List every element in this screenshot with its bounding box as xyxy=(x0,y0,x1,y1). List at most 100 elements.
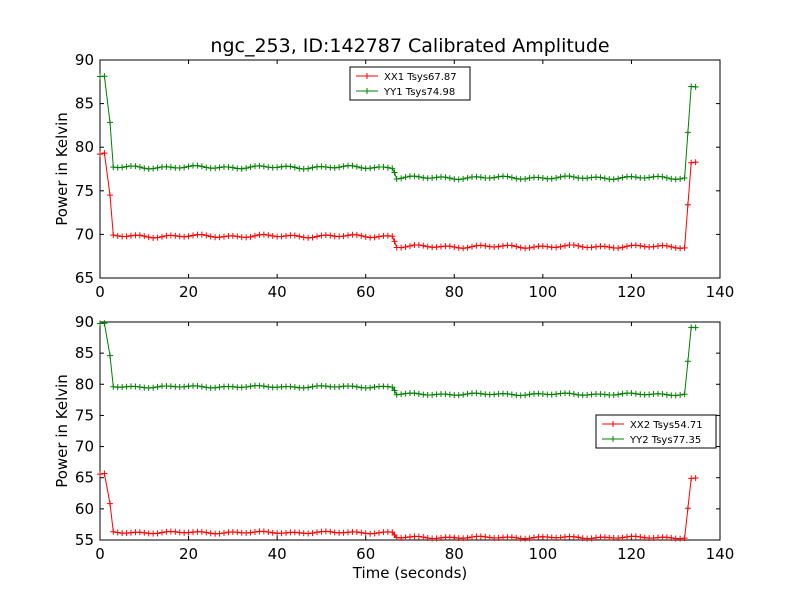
data-point xyxy=(681,391,688,398)
data-point xyxy=(526,175,533,182)
data-point xyxy=(229,164,236,171)
data-point xyxy=(243,234,250,241)
data-point xyxy=(97,151,103,158)
data-point xyxy=(446,243,453,250)
data-point xyxy=(296,529,303,536)
data-point xyxy=(615,175,622,182)
x-tick-label: 140 xyxy=(706,545,735,563)
data-point xyxy=(106,500,113,507)
data-point xyxy=(628,390,635,397)
y-tick-label: 80 xyxy=(75,138,94,156)
data-point xyxy=(433,244,440,251)
data-point xyxy=(624,243,630,250)
x-tick-label: 120 xyxy=(617,283,646,301)
data-point xyxy=(659,173,666,180)
data-point xyxy=(106,192,113,199)
data-point xyxy=(531,244,537,251)
data-point xyxy=(340,163,347,170)
data-point xyxy=(469,534,475,541)
data-point xyxy=(185,163,192,170)
data-point xyxy=(460,391,467,398)
x-tick-label: 60 xyxy=(356,283,375,301)
data-point xyxy=(260,231,267,238)
data-point xyxy=(305,165,312,172)
data-point xyxy=(256,382,263,389)
data-point xyxy=(424,243,431,250)
data-point xyxy=(597,174,604,181)
legend-label: YY2 Tsys77.35 xyxy=(629,435,701,446)
data-point xyxy=(287,163,294,170)
data-point xyxy=(353,383,360,390)
data-point xyxy=(389,384,396,391)
data-point xyxy=(659,391,666,398)
data-point xyxy=(345,232,351,239)
data-point xyxy=(145,234,152,241)
data-point xyxy=(632,533,639,540)
data-point xyxy=(265,528,272,535)
data-point xyxy=(684,201,691,208)
data-point xyxy=(159,233,165,240)
data-point xyxy=(619,534,626,541)
data-point xyxy=(513,175,520,182)
data-point xyxy=(692,324,699,331)
data-point xyxy=(575,534,582,541)
series-yy2 xyxy=(97,320,699,399)
series-line xyxy=(99,152,696,249)
data-point xyxy=(668,534,675,541)
y-tick-label: 60 xyxy=(75,500,94,518)
data-point xyxy=(402,174,409,181)
data-point xyxy=(460,245,467,252)
data-point xyxy=(619,174,626,181)
series-line xyxy=(99,472,696,540)
data-point xyxy=(588,535,595,542)
data-point xyxy=(504,390,511,397)
x-tick-label: 0 xyxy=(95,283,105,301)
x-tick-label: 20 xyxy=(179,545,198,563)
data-point xyxy=(198,383,205,390)
data-point xyxy=(491,174,498,181)
data-point xyxy=(101,320,108,327)
y-tick-label: 85 xyxy=(75,344,94,362)
data-point xyxy=(141,529,148,536)
data-point xyxy=(544,534,551,541)
data-point xyxy=(429,174,436,181)
data-point xyxy=(141,233,148,240)
data-point xyxy=(283,232,289,239)
data-point xyxy=(688,159,695,166)
data-point xyxy=(260,163,267,170)
data-point xyxy=(309,164,316,171)
legend-box xyxy=(595,414,717,449)
data-point xyxy=(376,529,382,536)
data-point xyxy=(296,165,303,172)
data-point xyxy=(415,173,422,180)
legend-marker xyxy=(364,88,370,94)
data-point xyxy=(557,534,564,541)
data-point xyxy=(97,471,103,478)
data-point xyxy=(628,173,635,180)
data-point xyxy=(535,174,542,181)
x-tick-label: 140 xyxy=(706,283,735,301)
data-point xyxy=(526,535,533,542)
data-point xyxy=(508,174,515,181)
legend-marker xyxy=(610,436,616,442)
data-point xyxy=(252,528,258,535)
data-point xyxy=(619,390,626,397)
data-point xyxy=(531,534,537,541)
data-point xyxy=(407,242,413,249)
data-point xyxy=(637,242,644,249)
data-point xyxy=(358,164,365,171)
series-line xyxy=(99,322,696,397)
data-point xyxy=(353,529,360,536)
data-point xyxy=(389,233,396,240)
data-point xyxy=(684,129,691,136)
chart-panel-1: 0 20 40 60 80 100 120 140 65 70 75 80 85 90 Power in K… xyxy=(53,51,734,301)
data-point xyxy=(376,233,382,240)
x-tick-label: 80 xyxy=(445,545,464,563)
y-tick-label: 85 xyxy=(75,95,94,113)
data-point xyxy=(203,232,210,239)
data-point xyxy=(692,159,699,166)
data-point xyxy=(305,384,312,391)
data-point xyxy=(420,242,427,249)
data-point xyxy=(391,169,398,176)
data-point xyxy=(464,390,471,397)
